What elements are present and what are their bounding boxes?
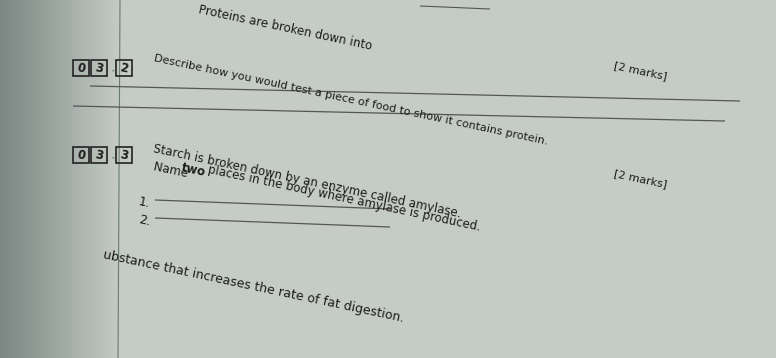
Text: .: .: [109, 149, 116, 162]
Polygon shape: [84, 0, 87, 358]
Polygon shape: [81, 0, 84, 358]
Polygon shape: [99, 0, 102, 358]
Polygon shape: [18, 0, 21, 358]
Polygon shape: [54, 0, 57, 358]
Polygon shape: [78, 0, 81, 358]
Polygon shape: [66, 0, 69, 358]
Polygon shape: [36, 0, 39, 358]
Polygon shape: [42, 0, 45, 358]
Polygon shape: [75, 0, 78, 358]
Polygon shape: [9, 0, 12, 358]
Polygon shape: [60, 0, 63, 358]
Polygon shape: [111, 0, 114, 358]
Text: [2 marks]: [2 marks]: [613, 60, 668, 81]
Polygon shape: [6, 0, 9, 358]
Text: 3: 3: [94, 148, 104, 162]
Polygon shape: [102, 0, 105, 358]
Polygon shape: [57, 0, 60, 358]
Polygon shape: [51, 0, 54, 358]
Polygon shape: [117, 0, 120, 358]
Polygon shape: [33, 0, 36, 358]
Polygon shape: [27, 0, 30, 358]
Text: two: two: [180, 161, 207, 179]
Text: Starch is broken down by an enzyme called amylase.: Starch is broken down by an enzyme calle…: [152, 142, 462, 220]
Polygon shape: [108, 0, 111, 358]
Polygon shape: [21, 0, 24, 358]
Text: 2: 2: [119, 61, 130, 75]
Polygon shape: [93, 0, 96, 358]
Text: 0: 0: [76, 148, 86, 162]
Polygon shape: [72, 0, 75, 358]
Text: 3: 3: [94, 61, 104, 75]
Text: ubstance that increases the rate of fat digestion.: ubstance that increases the rate of fat …: [102, 248, 406, 325]
Polygon shape: [24, 0, 27, 358]
Polygon shape: [30, 0, 33, 358]
Text: .: .: [109, 62, 116, 75]
Polygon shape: [3, 0, 6, 358]
Text: places in the body where amylase is produced.: places in the body where amylase is prod…: [203, 162, 482, 233]
Polygon shape: [0, 0, 3, 358]
Text: 3: 3: [119, 148, 130, 162]
Text: 1.: 1.: [137, 195, 151, 210]
Text: [2 marks]: [2 marks]: [613, 168, 668, 189]
Polygon shape: [87, 0, 90, 358]
Polygon shape: [48, 0, 51, 358]
Polygon shape: [96, 0, 99, 358]
Polygon shape: [45, 0, 48, 358]
Polygon shape: [69, 0, 72, 358]
Polygon shape: [12, 0, 15, 358]
Polygon shape: [90, 0, 93, 358]
Text: Name: Name: [152, 160, 192, 181]
Polygon shape: [105, 0, 108, 358]
Polygon shape: [114, 0, 117, 358]
Polygon shape: [63, 0, 66, 358]
Text: Proteins are broken down into: Proteins are broken down into: [197, 3, 373, 53]
Text: 0: 0: [76, 61, 86, 75]
Polygon shape: [39, 0, 42, 358]
Polygon shape: [15, 0, 18, 358]
Text: 2.: 2.: [137, 213, 151, 228]
Text: Describe how you would test a piece of food to show it contains protein.: Describe how you would test a piece of f…: [153, 53, 549, 146]
